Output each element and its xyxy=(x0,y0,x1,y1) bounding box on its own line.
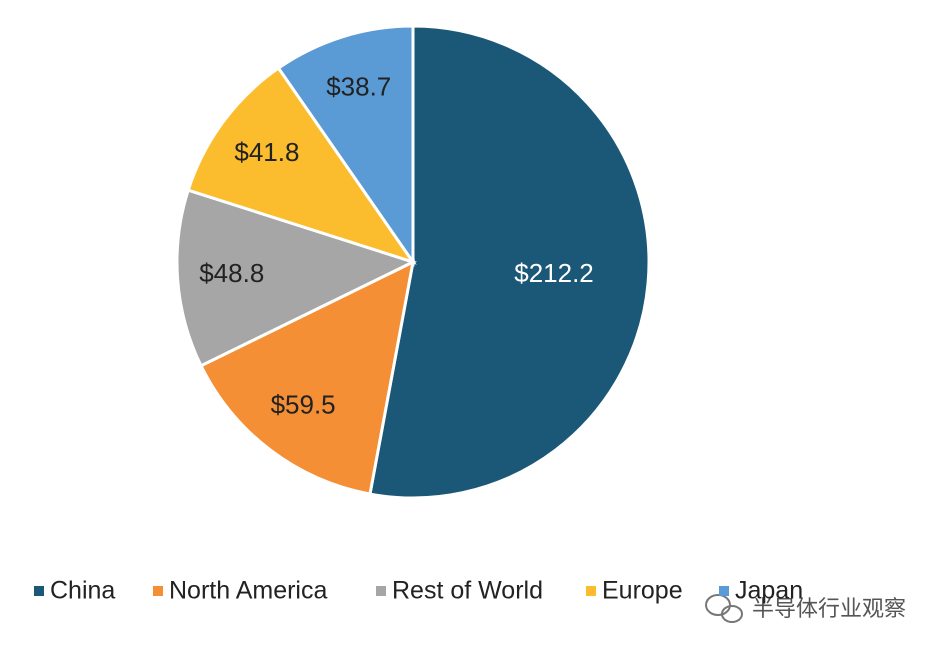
legend-marker xyxy=(153,586,163,596)
data-label: $38.7 xyxy=(326,71,391,101)
legend-label: North America xyxy=(169,577,327,605)
legend-label: Japan xyxy=(735,577,803,605)
legend-label: Europe xyxy=(602,577,683,605)
data-label: $41.8 xyxy=(234,137,299,167)
pie-slice xyxy=(186,65,417,265)
pie-slice xyxy=(175,188,418,368)
legend-label: China xyxy=(50,577,115,605)
data-label: $48.8 xyxy=(199,258,264,288)
pie-slice xyxy=(276,24,415,267)
watermark: 半导体行业观察 xyxy=(752,596,906,621)
pie-slice xyxy=(199,259,416,496)
watermark-icon xyxy=(705,594,743,623)
data-label: $212.2 xyxy=(514,258,594,288)
legend-marker xyxy=(34,586,44,596)
legend-marker xyxy=(719,586,729,596)
legend-marker xyxy=(376,586,386,596)
legend-marker xyxy=(586,586,596,596)
pie-slice xyxy=(368,24,651,500)
data-label: $59.5 xyxy=(271,390,336,420)
legend-label: Rest of World xyxy=(392,577,543,605)
